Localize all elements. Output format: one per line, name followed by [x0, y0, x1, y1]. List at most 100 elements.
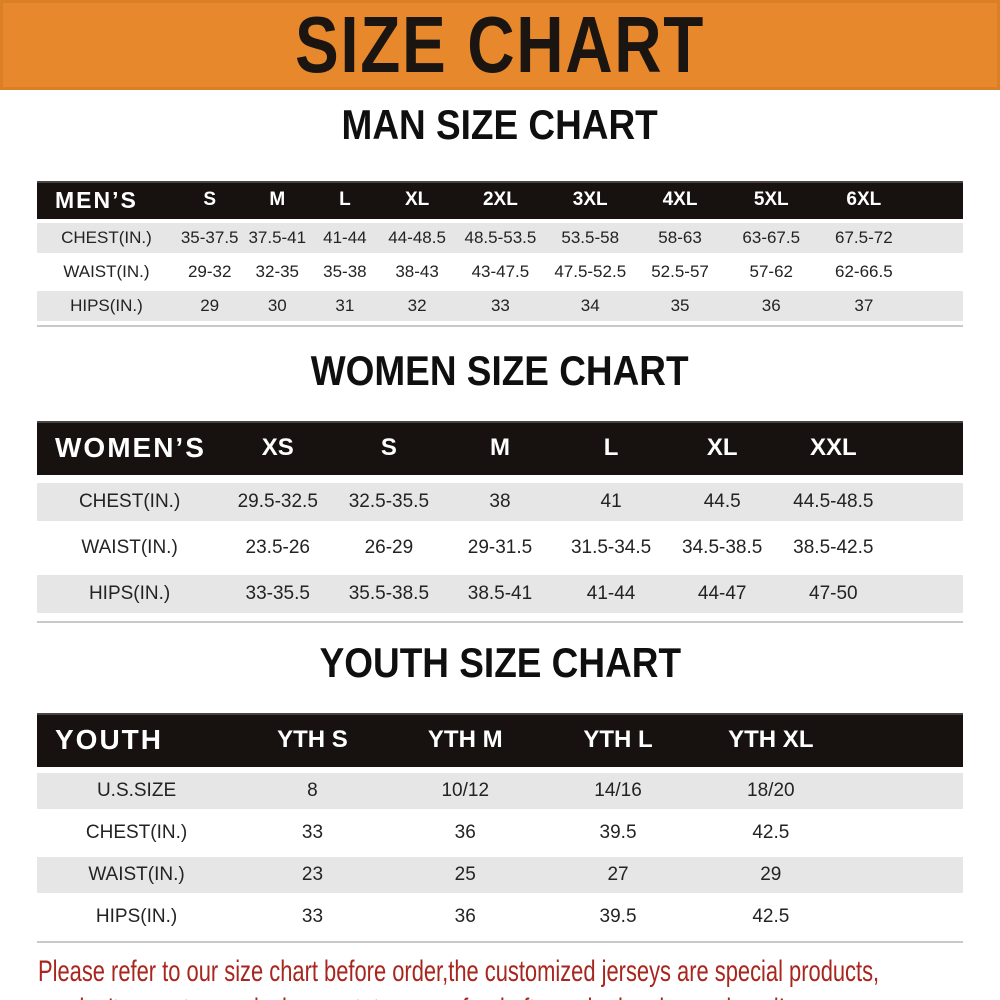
youth-header-label: YOUTH: [37, 713, 237, 767]
size-cell: 29-32: [175, 257, 244, 287]
man-col-header: M: [243, 181, 312, 219]
size-cell: 67.5-72: [817, 223, 911, 253]
row-label: CHEST(IN.): [37, 223, 176, 253]
spacer-cell: [847, 857, 963, 893]
women-waist-row: WAIST(IN.) 23.5-26 26-29 29-31.5 31.5-34…: [37, 529, 963, 567]
man-waist-row: WAIST(IN.) 29-32 32-35 35-38 38-43 43-47…: [37, 257, 963, 287]
women-col-header: M: [444, 421, 556, 475]
man-col-header: XL: [378, 181, 456, 219]
size-cell: 41-44: [555, 575, 667, 613]
youth-col-header: YTH L: [541, 713, 695, 767]
women-col-header: S: [333, 421, 445, 475]
man-col-header: 2XL: [455, 181, 546, 219]
size-cell: 32.5-35.5: [333, 483, 445, 521]
spacer-cell: [847, 815, 963, 851]
size-cell: 36: [388, 815, 542, 851]
youth-size-table-wrap: YOUTH YTH S YTH M YTH L YTH XL U.S.SIZE …: [37, 707, 963, 943]
youth-hips-row: HIPS(IN.) 33 36 39.5 42.5: [37, 899, 963, 935]
row-label: WAIST(IN.): [37, 857, 237, 893]
spacer-cell: [888, 421, 963, 475]
spacer-cell: [910, 257, 963, 287]
size-cell: 62-66.5: [817, 257, 911, 287]
spacer-cell: [888, 529, 963, 567]
size-cell: 37: [817, 291, 911, 321]
size-cell: 41: [555, 483, 667, 521]
size-cell: 34: [545, 291, 636, 321]
youth-table-header-row: YOUTH YTH S YTH M YTH L YTH XL: [37, 713, 963, 767]
disclaimer-line-2: we don't accept cancel, change, teturn o…: [38, 991, 785, 1000]
size-cell: 8: [236, 773, 389, 809]
row-label: HIPS(IN.): [37, 899, 237, 935]
row-label: WAIST(IN.): [37, 529, 223, 567]
youth-ussize-row: U.S.SIZE 8 10/12 14/16 18/20: [37, 773, 963, 809]
women-col-header: XL: [666, 421, 778, 475]
youth-col-header: YTH XL: [694, 713, 848, 767]
size-cell: 38.5-42.5: [777, 529, 889, 567]
size-cell: 23.5-26: [222, 529, 334, 567]
size-cell: 38: [444, 483, 556, 521]
size-cell: 29: [694, 857, 848, 893]
youth-size-table: YOUTH YTH S YTH M YTH L YTH XL U.S.SIZE …: [37, 707, 963, 941]
women-col-header: XS: [222, 421, 334, 475]
row-label: HIPS(IN.): [37, 575, 223, 613]
man-col-header: 3XL: [545, 181, 636, 219]
size-cell: 47-50: [777, 575, 889, 613]
size-cell: 35.5-38.5: [333, 575, 445, 613]
man-col-header: 5XL: [724, 181, 818, 219]
spacer-cell: [888, 575, 963, 613]
size-cell: 32-35: [243, 257, 312, 287]
women-hips-row: HIPS(IN.) 33-35.5 35.5-38.5 38.5-41 41-4…: [37, 575, 963, 613]
row-label: CHEST(IN.): [37, 483, 223, 521]
spacer-cell: [910, 291, 963, 321]
size-cell: 44.5-48.5: [777, 483, 889, 521]
youth-section-title: YOUTH SIZE CHART: [0, 641, 1000, 695]
women-col-header: XXL: [777, 421, 889, 475]
spacer-cell: [847, 899, 963, 935]
size-cell: 41-44: [311, 223, 379, 253]
size-cell: 44-48.5: [378, 223, 456, 253]
size-cell: 43-47.5: [455, 257, 546, 287]
size-cell: 33: [236, 815, 389, 851]
spacer-cell: [888, 483, 963, 521]
size-cell: 44-47: [666, 575, 778, 613]
size-cell: 25: [388, 857, 542, 893]
size-cell: 39.5: [541, 815, 695, 851]
size-cell: 23: [236, 857, 389, 893]
disclaimer-note: Please refer to our size chart before or…: [38, 953, 1000, 1000]
row-label: U.S.SIZE: [37, 773, 237, 809]
spacer-cell: [910, 181, 963, 219]
banner-title: SIZE CHART: [295, 0, 705, 89]
youth-chest-row: CHEST(IN.) 33 36 39.5 42.5: [37, 815, 963, 851]
size-cell: 36: [724, 291, 818, 321]
size-cell: 38-43: [378, 257, 456, 287]
size-cell: 30: [243, 291, 312, 321]
size-cell: 35-38: [311, 257, 379, 287]
man-col-header: 4XL: [635, 181, 725, 219]
size-cell: 39.5: [541, 899, 695, 935]
women-size-table: WOMEN’S XS S M L XL XXL CHEST(IN.) 29.5-…: [37, 413, 963, 621]
size-cell: 63-67.5: [724, 223, 818, 253]
size-cell: 33: [236, 899, 389, 935]
spacer-cell: [847, 773, 963, 809]
man-size-table: MEN’S S M L XL 2XL 3XL 4XL 5XL 6XL CHEST…: [37, 177, 963, 325]
row-label: CHEST(IN.): [37, 815, 237, 851]
size-cell: 29: [175, 291, 244, 321]
size-cell: 27: [541, 857, 695, 893]
women-section-title: WOMEN SIZE CHART: [0, 349, 1000, 403]
women-size-table-wrap: WOMEN’S XS S M L XL XXL CHEST(IN.) 29.5-…: [37, 413, 963, 623]
man-col-header: L: [311, 181, 379, 219]
size-cell: 53.5-58: [545, 223, 636, 253]
women-section-title-text: WOMEN SIZE CHART: [311, 347, 689, 394]
youth-col-header: YTH S: [236, 713, 389, 767]
man-section-title: MAN SIZE CHART: [0, 103, 1000, 157]
women-header-label: WOMEN’S: [37, 421, 223, 475]
row-label: HIPS(IN.): [37, 291, 176, 321]
women-col-header: L: [555, 421, 667, 475]
size-cell: 14/16: [541, 773, 695, 809]
size-cell: 58-63: [635, 223, 725, 253]
size-cell: 44.5: [666, 483, 778, 521]
size-cell: 47.5-52.5: [545, 257, 636, 287]
women-chest-row: CHEST(IN.) 29.5-32.5 32.5-35.5 38 41 44.…: [37, 483, 963, 521]
size-cell: 48.5-53.5: [455, 223, 546, 253]
size-cell: 32: [378, 291, 456, 321]
